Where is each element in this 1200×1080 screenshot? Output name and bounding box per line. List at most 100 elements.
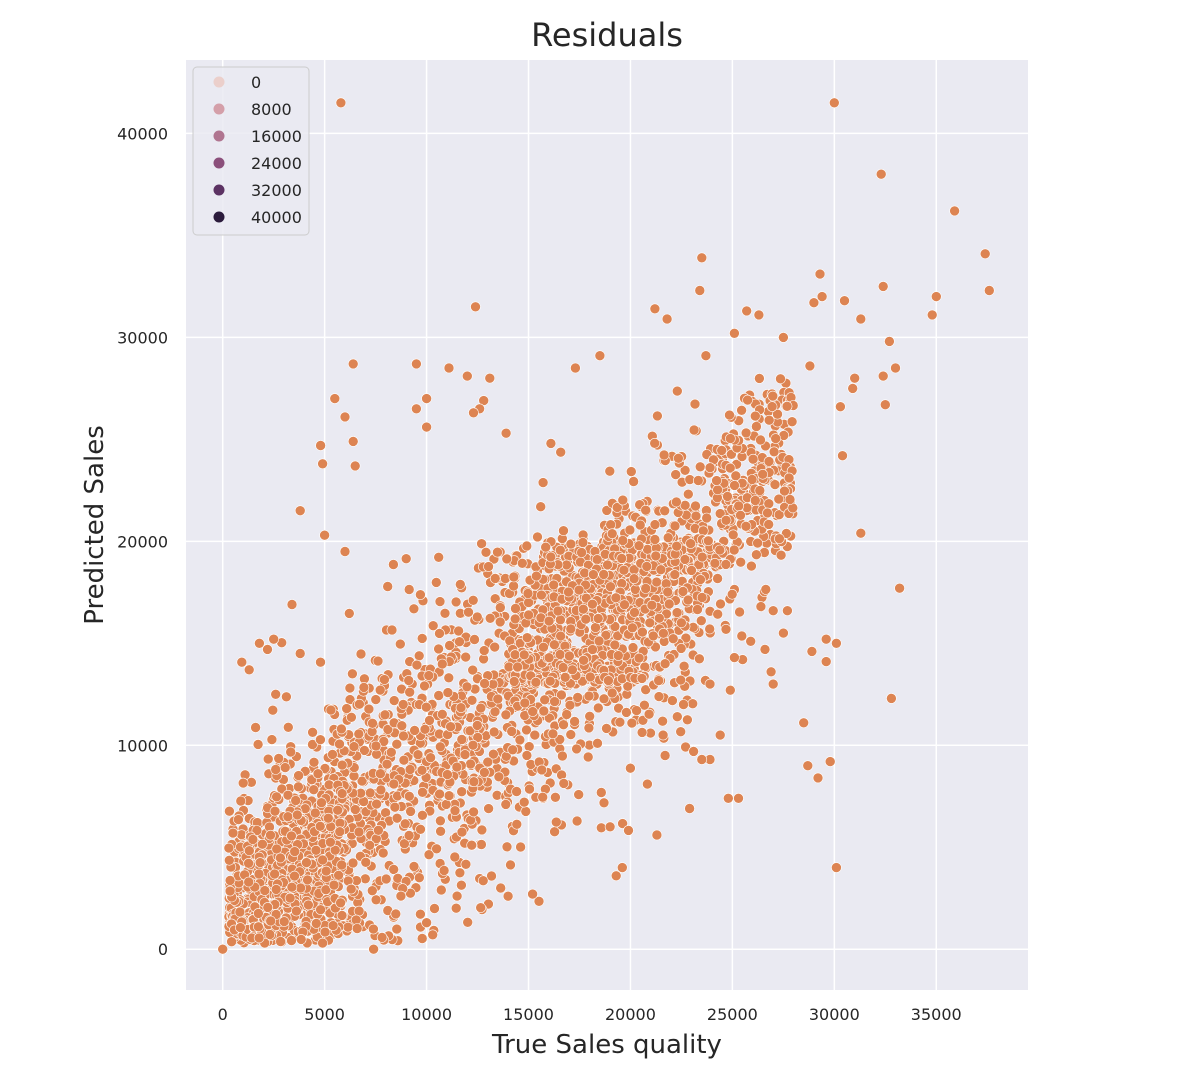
scatter-point [502,890,514,902]
scatter-point [696,551,708,563]
scatter-point [511,818,523,830]
scatter-point [729,480,740,491]
scatter-point [405,887,416,899]
scatter-point [769,479,781,490]
scatter-point [754,485,766,496]
scatter-point [536,764,548,776]
scatter-point [616,553,628,564]
scatter-point [364,787,376,799]
x-axis-ticks: 0 5000 10000 15000 20000 25000 30000 35000 [218,1005,962,1024]
scatter-point [659,505,671,517]
scatter-point [346,711,357,723]
scatter-point [253,908,264,919]
scatter-point [467,594,479,606]
scatter-point [355,648,367,660]
scatter-point [347,358,359,370]
scatter-point [476,824,488,836]
scatter-point [234,906,246,918]
scatter-point [460,651,472,663]
scatter-point [886,693,897,704]
scatter-point [671,711,683,723]
scatter-point [704,623,716,635]
scatter-point [783,472,795,484]
scatter-point [480,546,492,558]
scatter-point [726,588,738,600]
scatter-point [358,682,370,693]
scatter-point [236,656,248,668]
scatter-point [224,875,236,886]
scatter-point [604,821,616,833]
scatter-point [262,902,274,913]
scatter-point [746,560,757,572]
legend-label: 32000 [251,181,302,200]
scatter-point [694,285,706,296]
scatter-point [353,905,365,917]
scatter-point [262,753,274,765]
scatter-point [763,498,775,510]
scatter-point [714,729,726,741]
scatter-point [399,818,411,830]
y-tick-label: 20000 [117,532,168,551]
scatter-point [226,936,237,948]
scatter-point [459,749,471,760]
scatter-point [433,690,445,701]
scatter-point [282,811,294,823]
scatter-point [367,717,378,729]
scatter-point [217,943,228,955]
legend-marker [213,76,225,88]
scatter-point [558,778,570,789]
scatter-point [421,917,432,929]
scatter-point [456,879,467,891]
chart-title: Residuals [531,16,683,54]
scatter-point [816,291,828,302]
scatter-point [606,687,618,699]
scatter-point [317,458,328,470]
scatter-point [243,876,254,888]
scatter-point [483,561,494,572]
scatter-point [312,768,324,780]
scatter-point [509,613,521,625]
scatter-point [538,705,550,717]
scatter-point [453,625,464,637]
scatter-point [443,790,455,802]
scatter-point [378,736,390,747]
scatter-point [930,291,942,302]
scatter-point [417,786,428,798]
scatter-point [532,531,543,543]
scatter-point [617,535,629,546]
scatter-point [712,484,723,496]
scatter-point [482,756,494,768]
scatter-point [623,825,634,836]
scatter-point [386,624,398,636]
scatter-point [766,401,778,412]
scatter-point [584,710,596,722]
scatter-point [808,297,820,309]
scatter-point [325,836,336,848]
scatter-point [557,662,569,673]
scatter-point [454,867,466,879]
scatter-point [720,623,732,635]
data-points [217,97,995,955]
scatter-point [271,843,283,855]
scatter-point [224,885,236,897]
scatter-point [484,612,496,624]
scatter-point [381,758,393,770]
scatter-point [712,608,724,620]
scatter-point [572,692,584,703]
scatter-point [251,825,263,836]
scatter-point [450,596,462,608]
scatter-point [518,649,530,661]
scatter-point [310,918,322,929]
scatter-point [370,894,382,906]
scatter-point [332,804,344,816]
scatter-point [554,734,566,745]
scatter-point [637,626,648,638]
scatter-point [733,500,745,512]
scatter-point [398,730,409,742]
scatter-point [425,752,436,764]
scatter-point [341,703,353,714]
scatter-point [516,557,528,569]
scatter-point [270,688,282,700]
scatter-point [224,854,235,866]
scatter-point [603,675,614,686]
